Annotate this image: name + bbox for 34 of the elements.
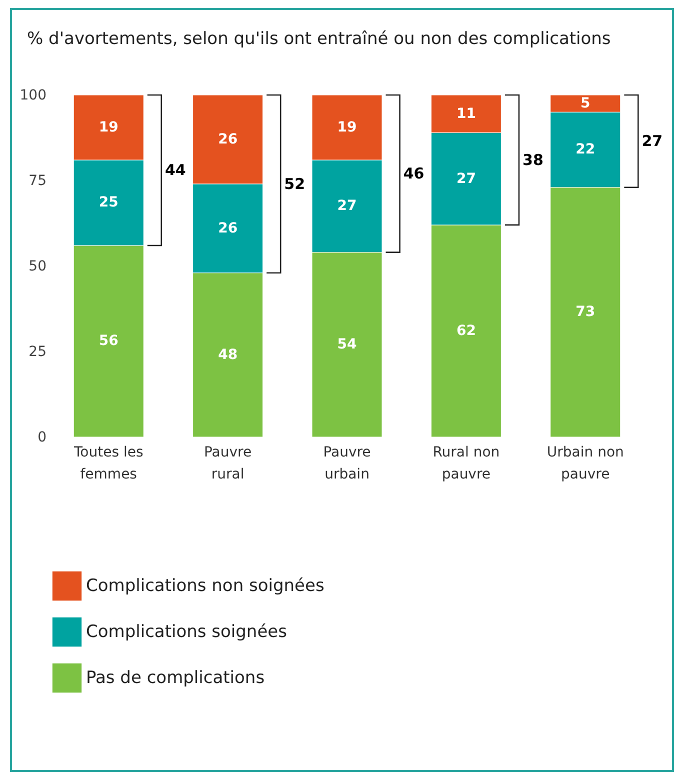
data-label: 62 <box>456 322 476 339</box>
data-label: 56 <box>98 333 118 350</box>
data-label: 26 <box>218 220 238 236</box>
annotation: 52 <box>284 174 306 193</box>
data-label: 27 <box>337 198 357 214</box>
x-tick-label: Pauvre urbain <box>323 444 371 482</box>
chart-title: % d'avortements, selon qu'ils ont entraîné ou non des complications <box>27 29 611 49</box>
y-tick-label: 100 <box>20 88 46 104</box>
legend-label: Pas de complications <box>86 668 265 688</box>
x-tick-label: Urbain non pauvre <box>546 444 624 482</box>
x-tick-label: Rural non pauvre <box>432 444 500 482</box>
x-tick-label: Pauvre rural <box>204 444 252 482</box>
data-label: 27 <box>456 170 476 187</box>
y-tick-label: 0 <box>38 430 46 446</box>
data-label: 19 <box>337 119 357 136</box>
data-label: 48 <box>218 346 238 363</box>
annotation: 38 <box>522 150 544 169</box>
annotation: 27 <box>642 132 663 150</box>
data-label: 26 <box>218 131 238 148</box>
data-label: 54 <box>337 336 357 353</box>
annotation: 46 <box>403 164 424 183</box>
data-label: 22 <box>576 142 596 158</box>
legend-label: Complications non soignées <box>86 576 324 596</box>
data-label: 11 <box>456 106 476 122</box>
y-tick-label: 50 <box>28 258 46 274</box>
annotation: 44 <box>164 161 186 180</box>
y-tick-label: 75 <box>28 173 46 189</box>
data-label: 5 <box>580 96 590 112</box>
data-label: 73 <box>576 304 596 320</box>
x-tick-label: Toutes les femmes <box>72 444 144 482</box>
y-tick-label: 25 <box>28 344 46 360</box>
data-label: 25 <box>98 194 118 211</box>
data-label: 19 <box>98 119 118 136</box>
legend-label: Complications soignées <box>86 622 288 642</box>
